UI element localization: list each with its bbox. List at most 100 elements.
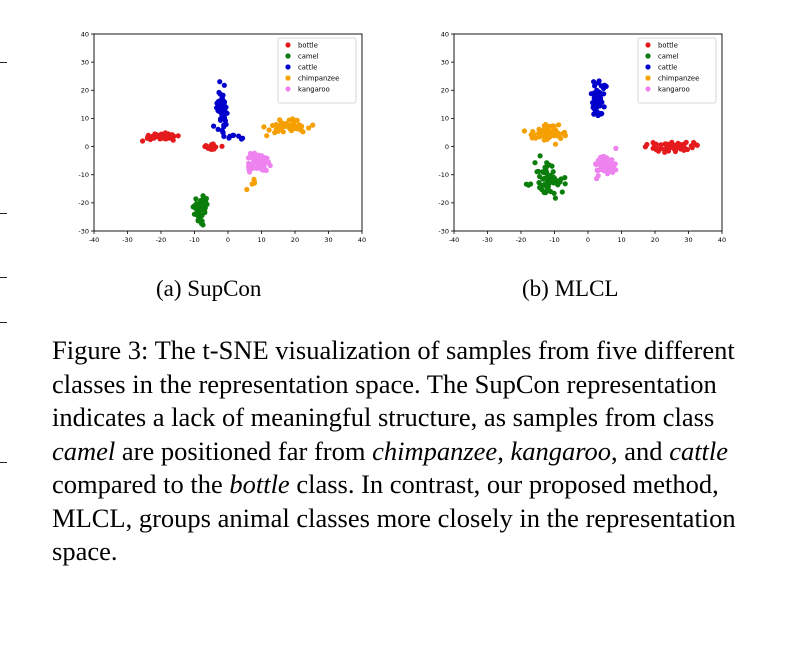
point-camel [544,169,550,175]
point-camel [562,181,568,187]
point-cattle [217,79,223,85]
caption-text: are positioned far from [115,435,373,466]
point-bottle [684,146,690,153]
point-camel [537,153,543,159]
point-bottle [210,145,216,151]
point-chimpanzee [556,122,562,128]
legend-label-bottle: bottle [658,42,678,50]
caption-italic-cattle: cattle [669,435,729,466]
point-camel [562,175,568,181]
point-bottle [202,143,208,150]
point-kangaroo [613,145,619,151]
legend-box [277,37,357,104]
point-camel [552,175,558,181]
point-bottle [666,145,672,152]
point-bottle [140,138,146,144]
point-kangaroo [256,157,262,164]
margin-tick-1 [0,62,7,63]
point-cattle [595,80,601,86]
point-camel [549,163,555,169]
point-bottle [171,133,177,139]
point-chimpanzee [266,127,272,133]
point-camel [545,174,551,180]
point-chimpanzee [562,133,568,139]
x-tick-label: 40 [718,236,726,244]
legend-marker-cattle [645,64,651,70]
x-tick-label: -30 [122,236,133,244]
point-bottle [693,142,699,148]
legend-marker-bottle [645,42,651,48]
point-chimpanzee [251,176,257,182]
x-tick-label: -40 [449,236,460,244]
legend-label-kangaroo: kangaroo [298,86,330,94]
y-tick-label: 20 [441,87,449,95]
y-tick-label: 10 [441,115,449,123]
point-kangaroo [252,165,258,171]
point-cattle [230,132,236,138]
point-camel [193,196,199,202]
point-cattle [223,121,229,127]
point-bottle [642,144,648,150]
point-kangaroo [600,156,606,162]
legend-box [637,37,717,104]
x-tick-label: 20 [291,236,299,244]
x-tick-label: 10 [257,236,265,244]
point-camel [528,181,534,187]
y-tick-label: 0 [445,143,449,151]
point-bottle [681,142,687,148]
point-chimpanzee [555,131,561,137]
point-kangaroo [603,163,609,169]
point-cattle [599,111,605,117]
point-cattle [218,116,224,122]
caption-text: , and [611,435,670,466]
caption-text: class. In contrast, our proposed method,… [52,469,736,566]
point-bottle [662,147,668,153]
x-tick-label: -20 [516,236,527,244]
y-tick-label: -30 [78,227,89,235]
point-camel [193,205,199,211]
legend-marker-camel [285,53,291,59]
caption-text: compared to the [52,469,230,499]
point-cattle [592,109,598,115]
caption-text: The t-SNE visualization of samples from … [52,335,735,432]
y-tick-label: 20 [81,87,89,95]
point-cattle [221,133,227,139]
point-cattle [211,123,217,129]
legend-marker-chimpanzee [285,75,291,81]
x-tick-label: 30 [684,236,692,244]
point-camel [199,203,205,209]
point-bottle [657,146,663,152]
legend-label-camel: camel [298,53,319,61]
tsne-plot-mlcl: -40 -30 -20 -10 0 10 20 30 40-30-20-10010203040b… [438,30,726,244]
subcaption-mlcl: (b) MLCL [522,276,619,301]
point-cattle [601,91,607,97]
point-bottle [175,133,181,139]
point-chimpanzee [296,126,302,132]
point-chimpanzee [541,137,547,143]
x-tick-label: 30 [324,236,332,244]
point-chimpanzee [264,133,270,139]
legend-label-kangaroo: kangaroo [658,86,690,94]
caption-italic-camel: camel [52,435,116,466]
y-tick-label: 40 [81,30,89,38]
legend: bottle camel cattle chimpanzee kangaroo [637,37,717,104]
margin-tick-5 [0,462,7,463]
point-chimpanzee [261,124,267,130]
point-kangaroo [610,169,616,175]
x-tick-label: 40 [358,236,366,244]
point-bottle [673,145,679,151]
point-camel [541,189,547,195]
point-chimpanzee [291,123,297,129]
x-tick-label: 0 [226,236,230,244]
margin-tick-4 [0,322,7,323]
point-bottle [158,131,165,137]
point-cattle [238,136,245,142]
caption-text: , [497,435,511,466]
point-chimpanzee [536,126,542,132]
point-kangaroo [260,164,266,170]
point-bottle [675,140,681,146]
legend-label-cattle: cattle [658,64,677,72]
legend-label-bottle: bottle [298,42,318,50]
point-camel [197,198,204,204]
point-camel [532,160,538,166]
